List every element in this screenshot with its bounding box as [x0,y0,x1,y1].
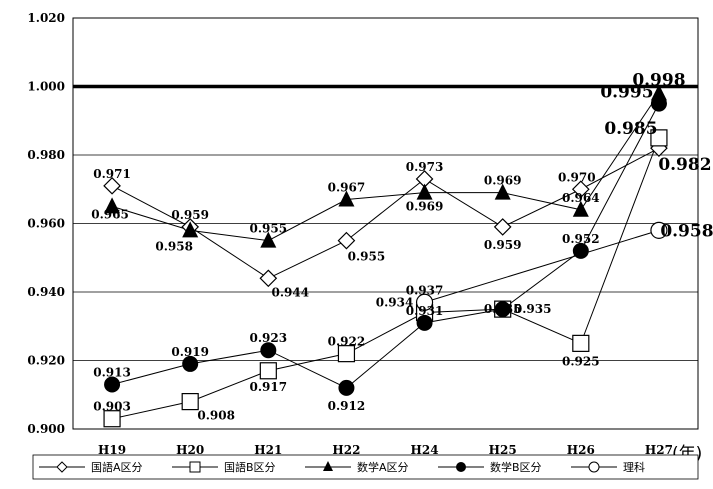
series-line [424,229,660,303]
data-label: 0.922 [328,335,366,349]
data-label: 0.958 [155,239,193,253]
data-point-triangle [182,221,199,238]
data-point-triangle [416,183,433,200]
data-label: 0.955 [348,250,386,264]
x-tick-label: H20 [176,443,204,457]
data-point-square [103,410,121,428]
data-point-circle [416,314,433,331]
data-point-circle [572,242,589,259]
data-label: 0.919 [171,345,209,359]
data-point-triangle [572,200,589,217]
data-label: 0.959 [484,238,522,252]
y-tick-label: 1.020 [27,11,65,25]
x-tick-label: H26 [567,443,595,457]
data-point-triangle [104,197,121,214]
data-point-circle [650,95,667,112]
data-point-square [572,334,590,352]
data-label: 0.912 [328,399,366,413]
data-point-circle [260,342,277,359]
data-label: 0.970 [558,170,596,184]
y-tick-label: 0.940 [27,285,65,299]
legend-marker-diamond [56,461,68,473]
legend-label: 国語A区分 [91,460,143,474]
data-label: 0.973 [406,160,444,174]
data-label: 0.935 [514,302,552,316]
data-point-circle [182,355,199,372]
data-point-triangle [650,84,667,101]
data-label: 0.995 [600,83,653,103]
series-line [111,93,660,242]
data-label: 0.958 [660,221,713,241]
x-tick-label: H21 [254,443,282,457]
data-point-circle [338,379,355,396]
data-label: 0.935 [484,302,522,316]
data-point-circle [494,301,511,318]
y-tick-label: 0.960 [27,217,65,231]
data-label: 0.982 [658,155,711,175]
data-label: 0.959 [171,208,209,222]
series-line [111,147,660,279]
x-tick-label: H27 [645,443,673,457]
data-label: 0.937 [406,283,444,297]
legend-marker-circle [456,462,466,472]
data-point-diamond [571,180,590,199]
data-point-square [259,362,277,380]
data-label: 0.969 [406,200,444,214]
data-label-layer: 0.971 0.959 0.944 0.955 0.973 0.959 0.970 0.982… [91,70,713,422]
legend-marker-open-circle [588,461,600,473]
series-layer [103,84,668,428]
series-line [111,103,660,389]
x-tick-label: H24 [411,443,439,457]
data-label: 0.967 [328,181,366,195]
data-label: 0.923 [250,331,288,345]
data-label: 0.965 [91,207,129,221]
grid-layer [72,17,699,430]
data-point-triangle [494,183,511,200]
data-label: 0.934 [376,296,414,310]
data-point-diamond [493,218,512,236]
x-tick-label: H25 [489,443,517,457]
data-point-open-circle [650,221,668,239]
data-label: 0.952 [562,232,600,246]
data-point-diamond [259,269,278,288]
data-label: 0.964 [562,191,600,205]
data-label: 0.913 [93,365,131,379]
y-tick-label: 1.000 [27,80,65,94]
data-point-triangle [260,231,277,248]
data-label: 0.944 [272,285,310,299]
data-label: 0.903 [93,400,131,414]
data-label: 0.908 [197,409,235,423]
legend-label: 数学B区分 [490,460,542,474]
data-label: 0.955 [250,222,288,236]
y-tick-label: 0.920 [27,354,65,368]
x-tick-label: H22 [332,443,360,457]
data-label: 0.998 [632,70,685,90]
x-tick-label: H19 [98,443,126,457]
data-point-open-circle [415,293,434,311]
y-tick-label: 0.900 [27,422,65,436]
data-label: 0.985 [604,119,657,139]
legend-marker-square [189,461,201,473]
series-line [111,137,660,420]
data-label: 0.925 [562,354,600,368]
data-point-square [650,129,668,147]
legend-label: 国語B区分 [224,460,276,474]
data-point-square [337,345,356,363]
data-label: 0.931 [406,304,444,318]
data-label: 0.917 [250,380,288,394]
legend-marker-triangle [323,461,333,471]
legend-label: 数学A区分 [357,460,409,474]
legend: 国語A区分 国語B区分 数学A区分 数学B区分 理科 [32,454,699,480]
data-point-diamond [337,231,356,250]
legend-label: 理科 [623,460,645,474]
data-point-diamond [103,176,121,195]
data-label: 0.969 [484,174,522,188]
data-point-circle [104,376,121,393]
data-point-square [181,393,199,411]
axis-layer: 0.900 0.920 0.940 0.960 0.980 1.000 1.020 H19 H2… [27,11,702,464]
data-point-triangle [338,190,355,207]
y-tick-label: 0.980 [27,148,65,162]
data-label: 0.971 [93,167,131,181]
